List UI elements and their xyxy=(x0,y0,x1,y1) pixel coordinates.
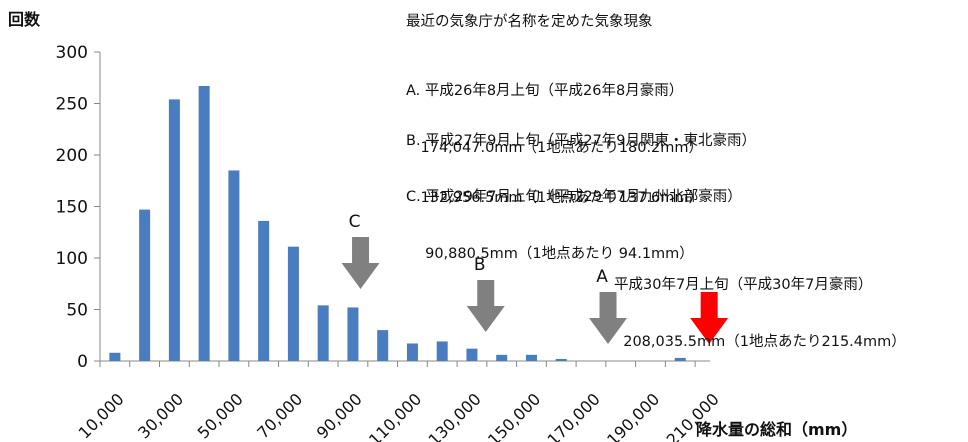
bar xyxy=(168,99,180,361)
bar xyxy=(555,358,567,361)
bar xyxy=(466,348,478,361)
y-tick-label: 150 xyxy=(56,198,88,218)
annotation-a-line1: A. 平成26年8月上旬（平成26年8月豪雨） xyxy=(406,83,684,99)
bar xyxy=(496,354,508,361)
bar xyxy=(436,341,448,361)
bar xyxy=(198,85,210,362)
annotation-highlight-line1: 平成30年7月上旬（平成30年7月豪雨） xyxy=(614,277,873,293)
annotation-c-line1: C. 平成29年7月上旬（平成29年7月九州北部豪雨） xyxy=(406,189,742,205)
x-tick-label: 70,000 xyxy=(253,389,306,442)
x-tick-label: 150,000 xyxy=(484,389,544,442)
annotation-a-line2: 174,047.0mm（1地点あたり180.2mm） xyxy=(406,140,704,156)
x-tick-label: 90,000 xyxy=(313,389,366,442)
marker-label-c: C xyxy=(349,212,361,232)
y-tick-label: 50 xyxy=(66,301,88,321)
annotation-c-line2: 90,880.5mm（1地点あたり 94.1mm） xyxy=(406,246,694,262)
annotation-highlight: 平成30年7月上旬（平成30年7月豪雨） 208,035.5mm（1地点あたり2… xyxy=(614,238,906,371)
y-axis-title: 回数 xyxy=(8,10,41,29)
annotation-highlight-line2: 208,035.5mm（1地点あたり215.4mm） xyxy=(614,334,906,350)
x-axis: 10,000 30,000 50,000 70,000 90,000 110,000 130… xyxy=(75,360,723,442)
annotation-c: C. 平成29年7月上旬（平成29年7月九州北部豪雨） 90,880.5mm（1… xyxy=(406,150,742,283)
annotation-a: A. 平成26年8月上旬（平成26年8月豪雨） 174,047.0mm（1地点あ… xyxy=(406,44,703,177)
marker-label-b: B xyxy=(474,255,486,275)
x-tick-label: 170,000 xyxy=(544,389,604,442)
annotation-b: B. 平成27年9月上旬（平成27年9月関東・東北豪雨） 132,956.5mm… xyxy=(406,94,756,227)
bar xyxy=(406,343,418,361)
annotation-b-line2: 132,956.5mm（1地点あたり137.6mm） xyxy=(406,190,704,206)
bar xyxy=(287,246,299,361)
y-tick-label: 250 xyxy=(56,95,88,115)
y-tick-label: 200 xyxy=(56,146,88,166)
annotation-title: 最近の気象庁が名称を定めた気象現象 xyxy=(406,14,653,30)
marker-label-a: A xyxy=(596,267,608,287)
bar xyxy=(525,354,537,361)
bar xyxy=(674,357,686,361)
marker-arrow-b xyxy=(466,280,505,332)
x-tick-label: 10,000 xyxy=(75,389,128,442)
y-tick-label: 300 xyxy=(56,43,88,63)
x-tick-label: 190,000 xyxy=(603,389,663,442)
bars xyxy=(109,85,686,362)
y-axis: 0 50 100 150 200 250 300 xyxy=(56,43,101,372)
marker-arrow-c xyxy=(341,237,380,289)
x-tick-label: 30,000 xyxy=(134,389,187,442)
marker-arrow-highlight xyxy=(690,292,729,344)
bar xyxy=(139,209,151,361)
bar xyxy=(258,220,270,361)
bar xyxy=(109,352,121,361)
annotation-b-line1: B. 平成27年9月上旬（平成27年9月関東・東北豪雨） xyxy=(406,133,757,149)
x-tick-label: 130,000 xyxy=(425,389,485,442)
bar xyxy=(228,170,240,361)
event-markers: C B A xyxy=(341,212,729,344)
bar xyxy=(347,307,359,361)
x-axis-title: 降水量の総和（mm） xyxy=(696,420,858,439)
x-tick-label: 110,000 xyxy=(365,389,425,442)
y-tick-label: 100 xyxy=(56,249,88,269)
bar xyxy=(377,330,389,361)
x-tick-label: 50,000 xyxy=(194,389,247,442)
marker-arrow-a xyxy=(589,292,628,344)
bar xyxy=(317,305,329,361)
y-tick-label: 0 xyxy=(77,352,88,372)
